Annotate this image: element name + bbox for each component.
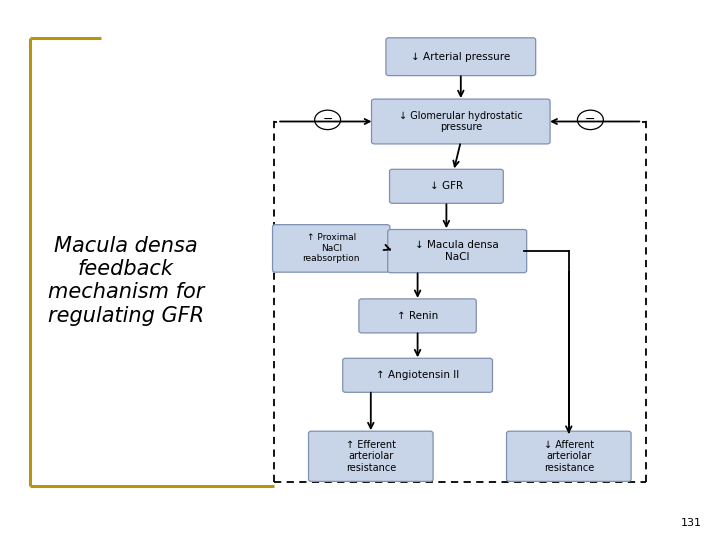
Circle shape [577, 110, 603, 130]
Text: ↓ GFR: ↓ GFR [430, 181, 463, 191]
FancyBboxPatch shape [308, 431, 433, 482]
Text: ↑ Renin: ↑ Renin [397, 311, 438, 321]
Text: −: − [323, 113, 333, 126]
FancyBboxPatch shape [359, 299, 477, 333]
Text: ↓ Afferent
arteriolar
resistance: ↓ Afferent arteriolar resistance [544, 440, 594, 473]
FancyBboxPatch shape [386, 38, 536, 76]
Text: Macula densa
feedback
mechanism for
regulating GFR: Macula densa feedback mechanism for regu… [48, 236, 204, 326]
FancyBboxPatch shape [272, 225, 390, 272]
Text: ↓ Arterial pressure: ↓ Arterial pressure [411, 52, 510, 62]
Text: ↑ Angiotensin II: ↑ Angiotensin II [376, 370, 459, 380]
FancyBboxPatch shape [387, 230, 527, 273]
FancyBboxPatch shape [343, 359, 492, 392]
Text: ↓ Macula densa
NaCl: ↓ Macula densa NaCl [415, 240, 499, 262]
Text: ↑ Efferent
arteriolar
resistance: ↑ Efferent arteriolar resistance [346, 440, 396, 473]
Text: ↑ Proximal
NaCl
reabsorption: ↑ Proximal NaCl reabsorption [302, 233, 360, 264]
Circle shape [315, 110, 341, 130]
Text: 131: 131 [681, 518, 702, 528]
FancyBboxPatch shape [390, 169, 503, 203]
Text: ↓ Glomerular hydrostatic
pressure: ↓ Glomerular hydrostatic pressure [399, 111, 523, 132]
Text: −: − [585, 113, 595, 126]
FancyBboxPatch shape [507, 431, 631, 482]
FancyBboxPatch shape [372, 99, 550, 144]
